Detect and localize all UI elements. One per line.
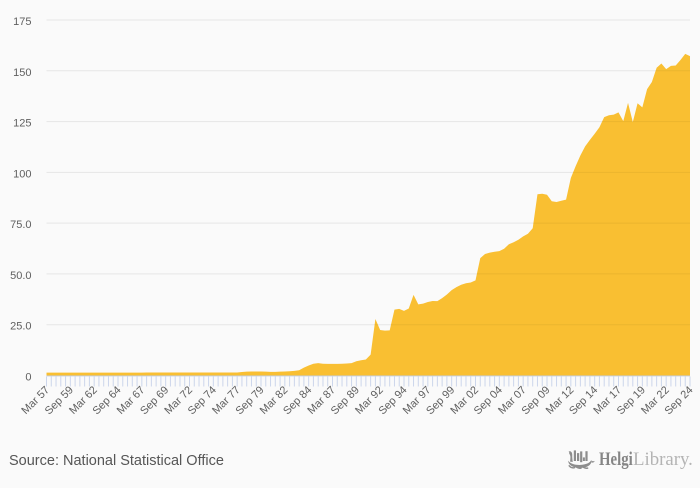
svg-text:75.0: 75.0	[10, 219, 31, 231]
svg-text:0: 0	[25, 372, 31, 384]
svg-text:125: 125	[13, 118, 31, 130]
svg-text:25.0: 25.0	[10, 321, 31, 333]
svg-text:150: 150	[13, 67, 31, 79]
svg-text:175: 175	[13, 16, 31, 28]
svg-text:50.0: 50.0	[10, 270, 31, 282]
svg-text:100: 100	[13, 168, 31, 180]
